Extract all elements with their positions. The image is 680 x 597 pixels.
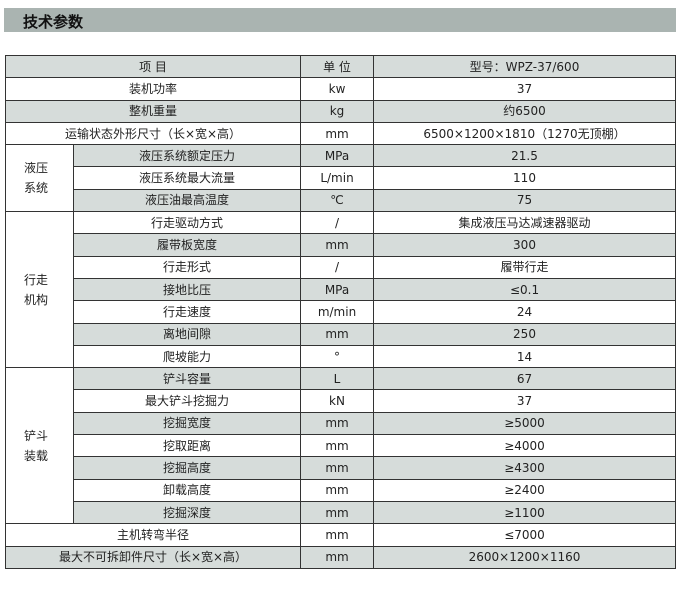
item-cell: 铲斗容量 xyxy=(72,367,302,391)
group-label: 铲斗 装载 xyxy=(5,367,74,525)
value-cell: 2600×1200×1160 xyxy=(373,545,676,569)
unit-cell: kg xyxy=(300,99,375,123)
table-row: 接地比压 MPa ≤0.1 xyxy=(6,277,676,302)
table-row: 挖取距离 mm ≥4000 xyxy=(6,434,676,458)
value-cell: 6500×1200×1810（1270无顶棚） xyxy=(373,121,676,146)
value-cell: ≤7000 xyxy=(373,523,676,547)
header-unit: 单 位 xyxy=(300,54,375,79)
table-row: 行走 机构 行走驱动方式 / 集成液压马达减速器驱动 xyxy=(5,211,676,369)
table-row: 履带板宽度 mm 300 xyxy=(6,233,676,257)
header-model: 型号：WPZ-37/600 xyxy=(373,54,676,79)
item-cell: 行走速度 xyxy=(72,300,302,324)
item-cell: 挖取距离 xyxy=(72,434,302,458)
item-cell: 挖掘宽度 xyxy=(72,411,302,436)
table-row: 液压油最高温度 ℃ 75 xyxy=(6,188,676,213)
table-row: 主机转弯半径 mm ≤7000 xyxy=(4,523,676,547)
unit-cell: L xyxy=(300,367,375,391)
table-row: 最大不可拆卸件尺寸（长×宽×高） mm 2600×1200×1160 xyxy=(4,545,676,569)
table-row: 最大铲斗挖掘力 kN 37 xyxy=(6,389,676,413)
section-title-bar: 技术参数 xyxy=(4,8,676,32)
item-cell: 行走驱动方式 xyxy=(72,211,302,235)
table-row: 装机功率 kw 37 xyxy=(4,77,676,101)
table-header: 项 目 单 位 型号：WPZ-37/600 xyxy=(4,54,676,79)
value-cell: ≥1100 xyxy=(373,500,676,525)
unit-cell: kw xyxy=(300,77,375,101)
group-label: 液压 系统 xyxy=(5,144,74,213)
table-row: 卸载高度 mm ≥2400 xyxy=(6,478,676,502)
item-cell: 运输状态外形尺寸（长×宽×高） xyxy=(4,121,302,146)
unit-cell: ° xyxy=(300,344,375,369)
item-cell: 最大不可拆卸件尺寸（长×宽×高） xyxy=(4,545,302,569)
value-cell: 75 xyxy=(373,188,676,213)
value-cell: 约6500 xyxy=(373,99,676,123)
table-row: 挖掘深度 mm ≥1100 xyxy=(6,500,676,525)
table-row: 液压系统最大流量 L/min 110 xyxy=(6,166,676,190)
unit-cell: kN xyxy=(300,389,375,413)
item-cell: 液压系统额定压力 xyxy=(72,144,302,168)
unit-cell: / xyxy=(300,211,375,235)
table-row: 爬坡能力 ° 14 xyxy=(6,344,676,369)
unit-cell: mm xyxy=(300,233,375,257)
item-cell: 液压油最高温度 xyxy=(72,188,302,213)
group-label: 行走 机构 xyxy=(5,211,74,369)
item-cell: 履带板宽度 xyxy=(72,233,302,257)
item-cell: 离地间隙 xyxy=(72,322,302,346)
value-cell: ≤0.1 xyxy=(373,277,676,302)
value-cell: 履带行走 xyxy=(373,255,676,279)
value-cell: ≥2400 xyxy=(373,478,676,502)
value-cell: 250 xyxy=(373,322,676,346)
table-row: 整机重量 kg 约6500 xyxy=(4,99,676,123)
unit-cell: mm xyxy=(300,456,375,480)
header-item: 项 目 xyxy=(4,54,302,79)
table-row: 运输状态外形尺寸（长×宽×高） mm 6500×1200×1810（1270无顶棚） xyxy=(4,121,676,146)
unit-cell: mm xyxy=(300,434,375,458)
value-cell: 14 xyxy=(373,344,676,369)
spec-table: 项 目 单 位 型号：WPZ-37/600 装机功率 kw 37 整机重量 kg 约650… xyxy=(4,54,676,569)
value-cell: 300 xyxy=(373,233,676,257)
item-cell: 行走形式 xyxy=(72,255,302,279)
unit-cell: L/min xyxy=(300,166,375,190)
unit-cell: mm xyxy=(300,478,375,502)
unit-cell: mm xyxy=(300,500,375,525)
item-cell: 装机功率 xyxy=(4,77,302,101)
table-row: 铲斗 装载 铲斗容量 L 67 xyxy=(5,367,676,525)
value-cell: 21.5 xyxy=(373,144,676,168)
section-title: 技术参数 xyxy=(23,13,84,31)
table-row: 行走形式 / 履带行走 xyxy=(6,255,676,279)
table-row: 离地间隙 mm 250 xyxy=(6,322,676,346)
item-cell: 爬坡能力 xyxy=(72,344,302,369)
unit-cell: ℃ xyxy=(300,188,375,213)
unit-cell: mm xyxy=(300,545,375,569)
item-cell: 挖掘深度 xyxy=(72,500,302,525)
unit-cell: mm xyxy=(300,411,375,436)
value-cell: 37 xyxy=(373,77,676,101)
unit-cell: m/min xyxy=(300,300,375,324)
item-cell: 液压系统最大流量 xyxy=(72,166,302,190)
item-cell: 主机转弯半径 xyxy=(4,523,302,547)
unit-cell: mm xyxy=(300,523,375,547)
unit-cell: MPa xyxy=(300,277,375,302)
value-cell: 集成液压马达减速器驱动 xyxy=(373,211,676,235)
value-cell: 24 xyxy=(373,300,676,324)
value-cell: 110 xyxy=(373,166,676,190)
value-cell: ≥4300 xyxy=(373,456,676,480)
value-cell: 67 xyxy=(373,367,676,391)
value-cell: 37 xyxy=(373,389,676,413)
unit-cell: mm xyxy=(300,121,375,146)
unit-cell: mm xyxy=(300,322,375,346)
value-cell: ≥4000 xyxy=(373,434,676,458)
table-row: 挖掘高度 mm ≥4300 xyxy=(6,456,676,480)
item-cell: 最大铲斗挖掘力 xyxy=(72,389,302,413)
table-row: 液压 系统 液压系统额定压力 MPa 21.5 xyxy=(5,144,676,213)
unit-cell: / xyxy=(300,255,375,279)
unit-cell: MPa xyxy=(300,144,375,168)
item-cell: 接地比压 xyxy=(72,277,302,302)
item-cell: 卸载高度 xyxy=(72,478,302,502)
value-cell: ≥5000 xyxy=(373,411,676,436)
item-cell: 挖掘高度 xyxy=(72,456,302,480)
table-row: 挖掘宽度 mm ≥5000 xyxy=(6,411,676,436)
item-cell: 整机重量 xyxy=(4,99,302,123)
table-row: 行走速度 m/min 24 xyxy=(6,300,676,324)
